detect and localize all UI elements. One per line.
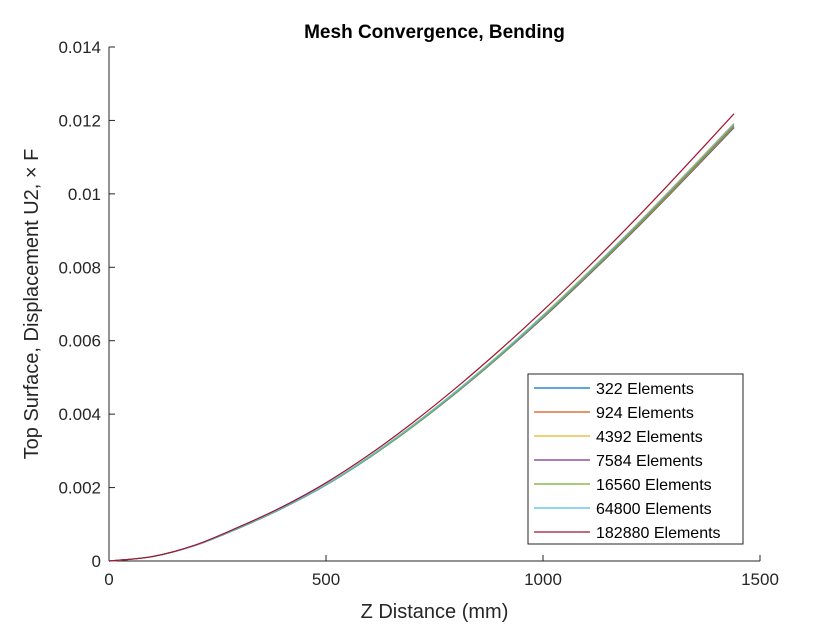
chart-title: Mesh Convergence, Bending <box>304 22 565 43</box>
legend: 322 Elements 924 Elements 4392 Elements 758… <box>527 373 744 545</box>
x-tick-label: 0 <box>104 570 113 589</box>
y-tick-label: 0.014 <box>58 38 101 57</box>
y-tick-label: 0.012 <box>58 111 101 130</box>
y-axis-label: Top Surface, Displacement U2, × F <box>21 149 43 460</box>
legend-label: 64800 Elements <box>596 501 712 518</box>
x-tick-label: 1000 <box>524 570 562 589</box>
legend-label: 182880 Elements <box>596 525 721 542</box>
y-tick-label: 0.008 <box>58 258 101 277</box>
y-tick-label: 0.006 <box>58 332 101 351</box>
x-axis-label: Z Distance (mm) <box>361 601 509 623</box>
x-tick-label: 1500 <box>741 570 779 589</box>
y-tick-label: 0.004 <box>58 405 101 424</box>
y-tick-label: 0 <box>92 552 101 571</box>
y-tick-label: 0.002 <box>58 479 101 498</box>
legend-label: 4392 Elements <box>596 429 703 446</box>
legend-label: 16560 Elements <box>596 477 712 494</box>
legend-label: 7584 Elements <box>596 453 703 470</box>
y-tick-label: 0.01 <box>68 185 101 204</box>
legend-label: 322 Elements <box>596 381 694 398</box>
legend-label: 924 Elements <box>596 405 694 422</box>
x-tick-label: 500 <box>312 570 340 589</box>
legend-box <box>527 373 744 545</box>
plot-area: 0 500 1000 1500 0 0.002 0.004 0.006 0.008 0.01 0.0… <box>58 38 778 589</box>
series-line-182880-elements <box>108 113 735 562</box>
